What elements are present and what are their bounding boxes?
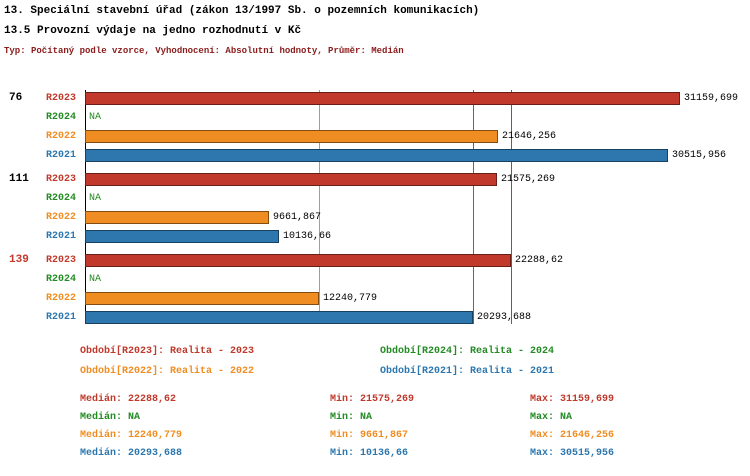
bar-value-label: 30515,956 <box>672 150 727 161</box>
group-label: 111 <box>9 173 29 185</box>
bar-value-label: 10136,66 <box>283 231 332 242</box>
series-label-r2021: R2021 <box>46 312 77 323</box>
series-label-r2022: R2022 <box>46 212 77 223</box>
bar-r2021 <box>85 311 473 324</box>
bar-value-label-na: NA <box>89 274 102 285</box>
stat-max-r2023: Max: 31159,699 <box>530 394 615 405</box>
chart-title-line1: 13. Speciální stavební úřad (zákon 13/19… <box>4 5 480 17</box>
series-label-r2024: R2024 <box>46 274 77 285</box>
legend-item-r2023: Období[R2023]: Realita - 2023 <box>80 346 255 357</box>
bar-r2023 <box>85 254 511 267</box>
bar-value-label: 21575,269 <box>501 174 556 185</box>
bar-r2023 <box>85 92 680 105</box>
group-label: 139 <box>9 254 29 266</box>
stat-min-r2021: Min: 10136,66 <box>330 448 409 459</box>
y-axis-line <box>85 90 86 324</box>
bar-value-label: 20293,688 <box>477 312 532 323</box>
median-line-r2023 <box>511 90 512 324</box>
legend-item-r2022: Období[R2022]: Realita - 2022 <box>80 366 255 377</box>
median-line-r2021 <box>473 90 474 324</box>
stat-median-r2022: Medián: 12240,779 <box>80 430 183 441</box>
bar-r2021 <box>85 149 668 162</box>
series-label-r2023: R2023 <box>46 93 77 104</box>
series-label-r2023: R2023 <box>46 255 77 266</box>
stat-median-r2023: Medián: 22288,62 <box>80 394 177 405</box>
bar-r2022 <box>85 211 269 224</box>
series-label-r2024: R2024 <box>46 112 77 123</box>
series-label-r2021: R2021 <box>46 150 77 161</box>
group-label: 76 <box>9 92 23 104</box>
bar-value-label: 21646,256 <box>502 131 557 142</box>
bar-value-label-na: NA <box>89 193 102 204</box>
legend-item-r2021: Období[R2021]: Realita - 2021 <box>380 366 555 377</box>
bar-value-label-na: NA <box>89 112 102 123</box>
series-label-r2022: R2022 <box>46 131 77 142</box>
stat-median-r2021: Medián: 20293,688 <box>80 448 183 459</box>
stat-max-r2021: Max: 30515,956 <box>530 448 615 459</box>
stat-median-r2024: Medián: NA <box>80 412 141 423</box>
series-label-r2024: R2024 <box>46 193 77 204</box>
bar-value-label: 9661,867 <box>273 212 322 223</box>
median-line-r2022 <box>319 90 320 324</box>
stat-max-r2022: Max: 21646,256 <box>530 430 615 441</box>
chart-meta-line: Typ: Počítaný podle vzorce, Vyhodnocení:… <box>4 46 404 56</box>
bar-r2022 <box>85 130 498 143</box>
bar-r2021 <box>85 230 279 243</box>
chart-title-line2: 13.5 Provozní výdaje na jedno rozhodnutí… <box>4 25 302 37</box>
bar-r2022 <box>85 292 319 305</box>
series-label-r2022: R2022 <box>46 293 77 304</box>
stat-min-r2023: Min: 21575,269 <box>330 394 415 405</box>
bar-r2023 <box>85 173 497 186</box>
legend-item-r2024: Období[R2024]: Realita - 2024 <box>380 346 555 357</box>
series-label-r2021: R2021 <box>46 231 77 242</box>
stat-min-r2024: Min: NA <box>330 412 373 423</box>
series-label-r2023: R2023 <box>46 174 77 185</box>
bar-value-label: 22288,62 <box>515 255 564 266</box>
bar-value-label: 12240,779 <box>323 293 378 304</box>
bar-value-label: 31159,699 <box>684 93 739 104</box>
stat-min-r2022: Min: 9661,867 <box>330 430 409 441</box>
stat-max-r2024: Max: NA <box>530 412 573 423</box>
